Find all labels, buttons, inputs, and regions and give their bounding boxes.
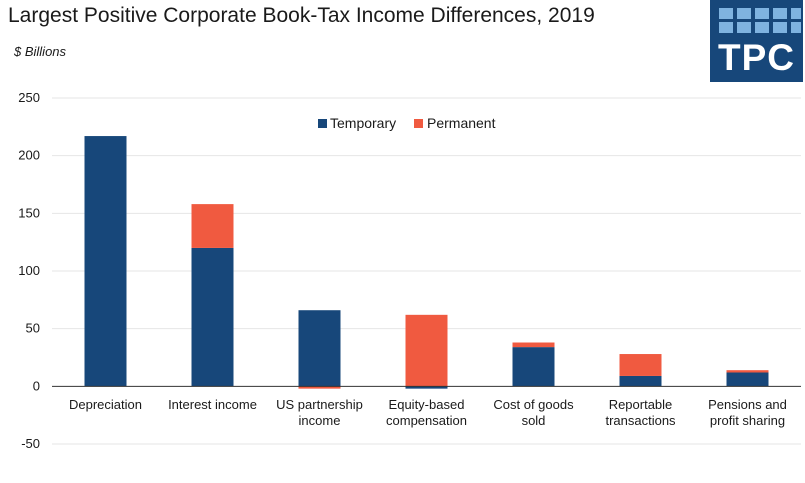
y-tick-label: 150 [18, 205, 40, 220]
bar-temporary [191, 247, 234, 387]
bar-permanent [405, 314, 448, 387]
logo-text: TPC [718, 37, 795, 78]
y-tick-label: 50 [26, 321, 40, 336]
x-category-label: Pensions and profit sharing [708, 397, 787, 428]
legend-swatch-permanent [414, 119, 423, 128]
x-category-label: Cost of goods sold [493, 397, 574, 428]
y-tick-label: 200 [18, 148, 40, 163]
bar-temporary [619, 375, 662, 387]
bar-permanent [298, 386, 341, 389]
chart-title: Largest Positive Corporate Book-Tax Inco… [8, 4, 595, 27]
tpc-logo: TPC [710, 0, 803, 82]
bar-temporary [726, 372, 769, 387]
bar-permanent [191, 204, 234, 248]
y-tick-label: 0 [33, 378, 40, 393]
x-category-label: US partnership income [276, 397, 363, 428]
bar-temporary [84, 136, 127, 387]
y-tick-label: -50 [21, 436, 40, 451]
unit-label: $ Billions [14, 44, 67, 59]
y-tick-label: 100 [18, 263, 40, 278]
legend-swatch-temporary [318, 119, 327, 128]
bar-permanent [726, 370, 769, 373]
bar-permanent [512, 342, 555, 348]
x-category-label: Equity-based compensation [386, 397, 467, 428]
bar-temporary [405, 386, 448, 389]
bar-temporary [512, 347, 555, 387]
y-tick-label: 250 [18, 90, 40, 105]
x-category-label: Interest income [168, 397, 257, 412]
x-category-label: Reportable transactions [605, 397, 676, 428]
legend-label-permanent: Permanent [427, 115, 496, 131]
bar-temporary [298, 310, 341, 387]
legend-label-temporary: Temporary [330, 115, 396, 131]
x-category-label: Depreciation [69, 397, 142, 412]
bar-permanent [619, 354, 662, 376]
